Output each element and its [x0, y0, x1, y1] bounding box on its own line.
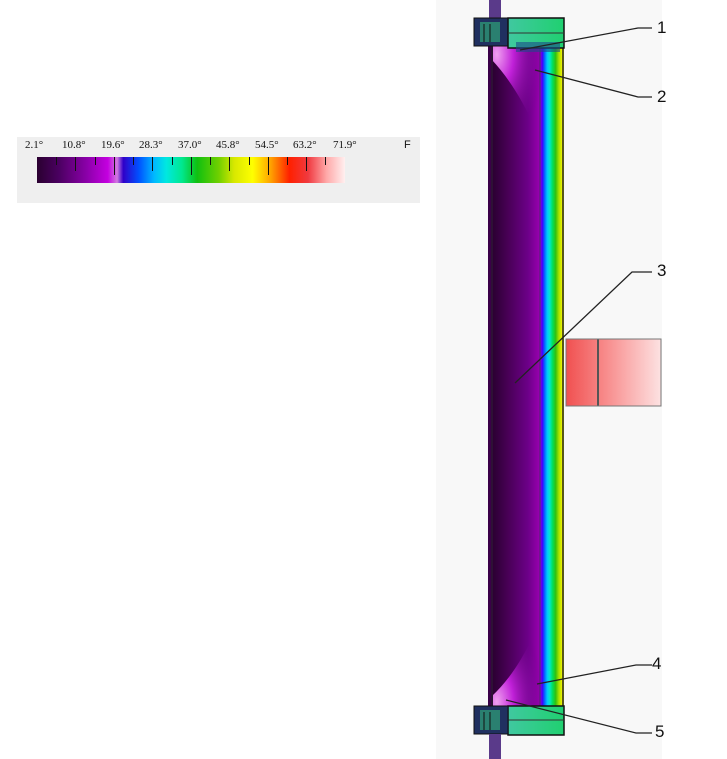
callout-5: 5	[655, 722, 665, 741]
scale-tick	[306, 157, 307, 171]
exterior-block	[565, 338, 662, 407]
scale-tick	[114, 157, 115, 175]
legend-tick-label: 37.0°	[178, 139, 202, 151]
scale-tick	[152, 157, 153, 171]
temperature-legend: 2.1° 10.8° 19.6° 28.3° 37.0° 45.8° 54.5°…	[17, 137, 420, 203]
legend-tick-label: 10.8°	[62, 139, 86, 151]
callout-2: 2	[657, 87, 667, 106]
legend-tick-label: 2.1°	[25, 139, 44, 151]
callout-leaders	[505, 27, 652, 734]
legend-unit: F	[404, 139, 411, 151]
legend-tick-label: 54.5°	[255, 139, 279, 151]
scale-tick	[56, 157, 57, 165]
bottom-frame	[473, 705, 565, 759]
legend-tick-label: 63.2°	[293, 139, 317, 151]
scale-tick	[325, 157, 326, 165]
scale-tick	[172, 157, 173, 165]
callout-1: 1	[657, 18, 667, 37]
callout-3: 3	[657, 261, 667, 280]
panel-cross-section	[488, 45, 564, 711]
scale-tick	[249, 157, 250, 165]
scale-tick	[75, 157, 76, 171]
scale-tick	[287, 157, 288, 165]
scale-tick	[268, 157, 269, 175]
scale-tick	[191, 157, 192, 175]
legend-tick-label: 45.8°	[216, 139, 240, 151]
scale-tick	[210, 157, 211, 165]
legend-tick-label: 71.9°	[333, 139, 357, 151]
legend-tick-label: 19.6°	[101, 139, 125, 151]
scale-tick	[95, 157, 96, 165]
color-scale-bar	[37, 157, 345, 183]
legend-tick-label: 28.3°	[139, 139, 163, 151]
scale-tick	[133, 157, 134, 165]
callout-4: 4	[652, 654, 662, 673]
scale-tick	[229, 157, 230, 171]
